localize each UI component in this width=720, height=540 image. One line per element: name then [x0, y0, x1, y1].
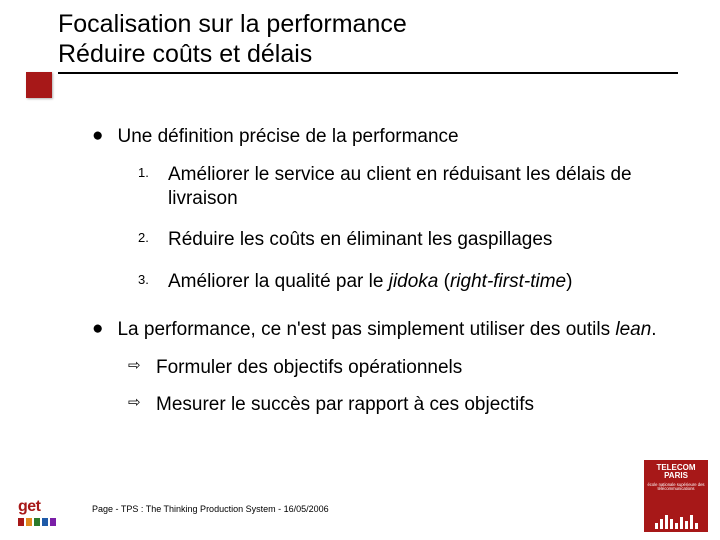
stripe-icon — [675, 523, 678, 529]
ordered-item: 1. Améliorer le service au client en réd… — [138, 163, 672, 211]
logo-stripes — [650, 513, 702, 529]
bar-icon — [26, 518, 32, 526]
ordered-number: 3. — [138, 270, 168, 291]
telecom-paris-logo: TELECOM PARIS école nationale supérieure… — [644, 460, 708, 532]
stripe-icon — [660, 519, 663, 529]
title-line-2: Réduire coûts et délais — [58, 40, 678, 70]
ordered-number: 2. — [138, 228, 168, 249]
text-span: La performance, ce n'est pas simplement … — [117, 319, 615, 340]
ordered-text: Réduire les coûts en éliminant les gaspi… — [168, 228, 552, 252]
bar-icon — [50, 518, 56, 526]
arrow-item: ⇨ Formuler des objectifs opérationnels — [128, 356, 672, 380]
bullet-dot-icon: ● — [92, 318, 103, 341]
stripe-icon — [665, 515, 668, 529]
text-span: ) — [566, 271, 572, 292]
content-area: ● Une définition précise de la performan… — [92, 125, 672, 431]
ordered-text: Améliorer le service au client en réduis… — [168, 163, 672, 211]
arrow-text: Formuler des objectifs opérationnels — [156, 356, 462, 380]
get-logo: get — [18, 498, 68, 530]
bullet-text: Une définition précise de la performance — [117, 125, 458, 149]
title-line-1: Focalisation sur la performance — [58, 10, 678, 40]
bar-icon — [42, 518, 48, 526]
italic-term: lean — [615, 319, 651, 340]
bar-icon — [18, 518, 24, 526]
text-span: Améliorer la qualité par le — [168, 271, 389, 292]
stripe-icon — [680, 517, 683, 529]
arrow-icon: ⇨ — [128, 356, 156, 374]
logo-line: PARIS — [644, 472, 708, 480]
text-span: ( — [438, 271, 450, 292]
bar-icon — [34, 518, 40, 526]
ordered-number: 1. — [138, 163, 168, 184]
arrow-item: ⇨ Mesurer le succès par rapport à ces ob… — [128, 393, 672, 417]
stripe-icon — [655, 523, 658, 529]
italic-term: jidoka — [389, 271, 439, 292]
ordered-text: Améliorer la qualité par le jidoka (righ… — [168, 270, 572, 294]
bullet-dot-icon: ● — [92, 125, 103, 148]
bullet-item: ● Une définition précise de la performan… — [92, 125, 672, 149]
stripe-icon — [685, 521, 688, 529]
slide-title: Focalisation sur la performance Réduire … — [58, 10, 678, 74]
stripe-icon — [670, 519, 673, 529]
title-underline — [58, 72, 678, 74]
logo-subtitle: école nationale supérieure des télécommu… — [644, 483, 708, 492]
stripe-icon — [690, 515, 693, 529]
ordered-item: 2. Réduire les coûts en éliminant les ga… — [138, 228, 672, 252]
italic-term: right-first-time — [450, 271, 566, 292]
bullet-item: ● La performance, ce n'est pas simplemen… — [92, 318, 672, 342]
ordered-list: 1. Améliorer le service au client en réd… — [138, 163, 672, 294]
arrow-icon: ⇨ — [128, 393, 156, 411]
text-span: . — [651, 319, 656, 340]
footer-text: Page - TPS : The Thinking Production Sys… — [92, 504, 329, 514]
get-logo-bars — [18, 518, 68, 526]
stripe-icon — [695, 523, 698, 529]
accent-square-icon — [26, 72, 52, 98]
get-logo-text: get — [18, 498, 68, 516]
arrow-list: ⇨ Formuler des objectifs opérationnels ⇨… — [128, 356, 672, 418]
arrow-text: Mesurer le succès par rapport à ces obje… — [156, 393, 534, 417]
ordered-item: 3. Améliorer la qualité par le jidoka (r… — [138, 270, 672, 294]
bullet-text: La performance, ce n'est pas simplement … — [117, 318, 656, 342]
